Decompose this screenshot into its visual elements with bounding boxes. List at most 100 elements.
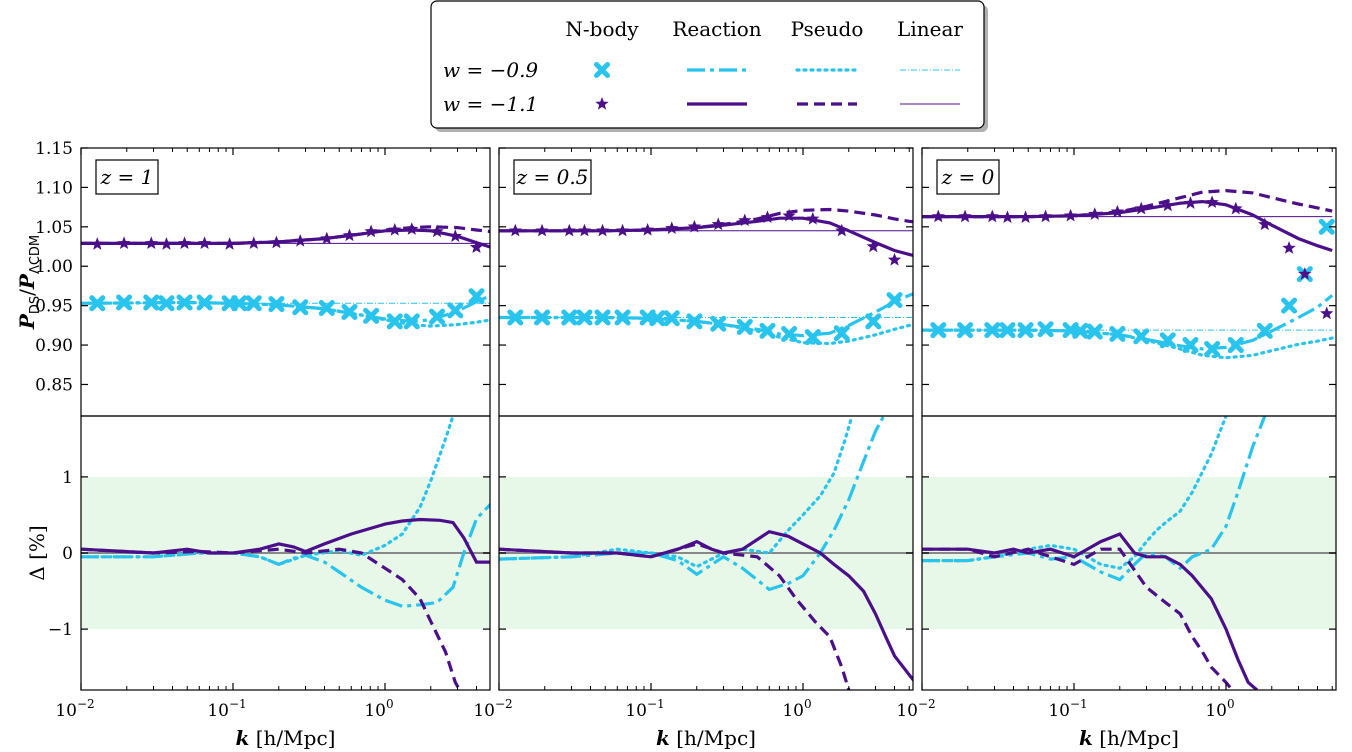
series-pseudo-w-0-9 xyxy=(499,315,913,346)
nbody-point xyxy=(833,325,850,342)
nbody-point xyxy=(736,318,753,335)
x-ticks: 10−2 10−1 100 xyxy=(55,148,478,721)
series-n-body-w-0-9 xyxy=(89,273,518,330)
redshift-label-text: z = 0.5 xyxy=(516,165,589,189)
nbody-point xyxy=(1282,241,1296,254)
redshift-label: z = 0 xyxy=(936,159,1000,195)
series-n-body-w-1-1 xyxy=(508,208,937,279)
y-axis-label-top: PDS/PΛCDM xyxy=(15,235,43,330)
nbody-point xyxy=(1318,218,1335,235)
nbody-point xyxy=(469,240,484,253)
nbody-point xyxy=(925,253,936,264)
y-ticks: 0.85 0.90 0.95 1.00 1.05 1.10 1.15 −1 0 1 xyxy=(35,139,490,640)
series-n-body-w-1-1 xyxy=(931,195,1334,320)
series-reaction-w-1-1 xyxy=(922,199,1333,253)
y-tick-label: 0.85 xyxy=(35,375,73,395)
nbody-point xyxy=(887,252,902,266)
redshift-label: z = 1 xyxy=(95,159,159,195)
y-ticks xyxy=(499,147,913,630)
series-pseudo-w-1-1 xyxy=(922,188,1333,219)
x-tick-label: 10−1 xyxy=(625,697,664,721)
x-axis-label: k [h/Mpc] xyxy=(236,726,336,750)
x-tick-label: 10−1 xyxy=(1048,697,1087,721)
nbody-point xyxy=(804,329,821,346)
legend-frame xyxy=(430,0,985,129)
nbody-point xyxy=(1037,321,1054,338)
nbody-point xyxy=(1281,297,1298,314)
residual-pseudo-w-1-1 xyxy=(499,542,851,690)
bottom-series xyxy=(81,416,490,690)
y-tick-label: 0 xyxy=(62,544,73,564)
nbody-point xyxy=(196,294,213,311)
nbody-point xyxy=(760,210,775,224)
nbody-point xyxy=(835,223,849,237)
series-reaction-w-0-9 xyxy=(922,294,1334,351)
nbody-point xyxy=(468,288,485,305)
redshift-label-box xyxy=(95,159,159,195)
nbody-point xyxy=(506,251,519,264)
top-series xyxy=(922,188,1335,360)
series-pseudo-w-0-9 xyxy=(922,328,1334,360)
residual-reaction-w-1-1 xyxy=(922,532,1259,690)
top-series xyxy=(81,222,519,330)
nbody-point xyxy=(1227,337,1244,354)
legend-marker-nbody-w09 xyxy=(594,62,610,78)
nbody-point xyxy=(649,310,666,327)
series-n-body-w-0-9 xyxy=(930,218,1335,357)
legend-row-w-minus-1-1: w = −1.1 xyxy=(443,92,538,116)
redshift-label: z = 0.5 xyxy=(513,159,592,195)
bottom-series xyxy=(499,416,913,690)
nbody-point xyxy=(924,266,937,279)
y-tick-label: 0.95 xyxy=(35,297,73,317)
series-reaction-w-0-9 xyxy=(499,292,913,338)
nbody-point xyxy=(507,273,518,284)
nbody-point xyxy=(866,239,880,253)
nbody-point xyxy=(782,208,796,222)
nbody-point xyxy=(1258,217,1272,231)
redshift-label-box xyxy=(513,159,592,195)
redshift-label-box xyxy=(936,159,1000,195)
axis-labels: PDS/PΛCDM Δ [%] xyxy=(15,235,49,581)
y-tick-label: 1.15 xyxy=(35,139,73,159)
y-axis-label-bottom: Δ [%] xyxy=(25,525,49,580)
legend-header-pseudo: Pseudo xyxy=(791,17,864,41)
residual-pseudo-w-1-1 xyxy=(81,547,462,690)
series-reaction-w-0-9 xyxy=(81,294,490,324)
series-pseudo-w-1-1 xyxy=(81,225,490,245)
x-tick-label: 100 xyxy=(364,697,393,721)
legend: N-body Reaction Pseudo Linear w = −0.9 w = −1… xyxy=(430,0,988,132)
y-tick-label: 0.90 xyxy=(35,336,73,356)
panels: z = 110−2 10−1 1000.850.900.951.001.051.10… xyxy=(35,139,1337,750)
series-pseudo-w-1-1 xyxy=(499,207,913,233)
legend-header-nbody: N-body xyxy=(565,17,639,41)
panel-3: z = 0 10−2 10−1 100 k [h/Mpc] xyxy=(896,147,1337,750)
panel-1: z = 110−2 10−1 1000.850.900.951.001.051.10… xyxy=(35,139,519,750)
y-tick-label: 1 xyxy=(62,468,73,488)
bottom-series xyxy=(922,416,1267,690)
y-tick-label: 1.10 xyxy=(35,178,73,198)
nbody-point xyxy=(1072,322,1089,339)
legend-row-w-minus-0-9: w = −0.9 xyxy=(443,58,538,82)
x-tick-label: 10−1 xyxy=(207,697,246,721)
x-axis-label: k [h/Mpc] xyxy=(656,726,756,750)
top-series xyxy=(499,207,937,346)
nbody-point xyxy=(711,217,725,231)
residual-pseudo-w-1-1 xyxy=(922,547,1234,690)
x-tick-label: 100 xyxy=(1205,697,1234,721)
residual-reaction-w-0-9 xyxy=(922,416,1267,582)
nbody-point xyxy=(1320,306,1334,320)
series-n-body-w-0-9 xyxy=(507,253,936,346)
y-ticks xyxy=(922,147,1336,630)
nbody-point xyxy=(1298,267,1312,280)
x-ticks: 10−2 10−1 100 xyxy=(896,148,1333,721)
x-tick-label: 10−2 xyxy=(55,697,94,721)
series-reaction-w-1-1 xyxy=(81,228,490,249)
legend-header-linear: Linear xyxy=(897,17,963,41)
y-tick-label: 1.05 xyxy=(35,218,73,238)
x-tick-label: 10−2 xyxy=(896,697,935,721)
legend-header-reaction: Reaction xyxy=(672,17,761,41)
y-tick-label: −1 xyxy=(48,620,73,640)
x-axis-label: k [h/Mpc] xyxy=(1079,726,1179,750)
series-reaction-w-1-1 xyxy=(499,216,913,258)
